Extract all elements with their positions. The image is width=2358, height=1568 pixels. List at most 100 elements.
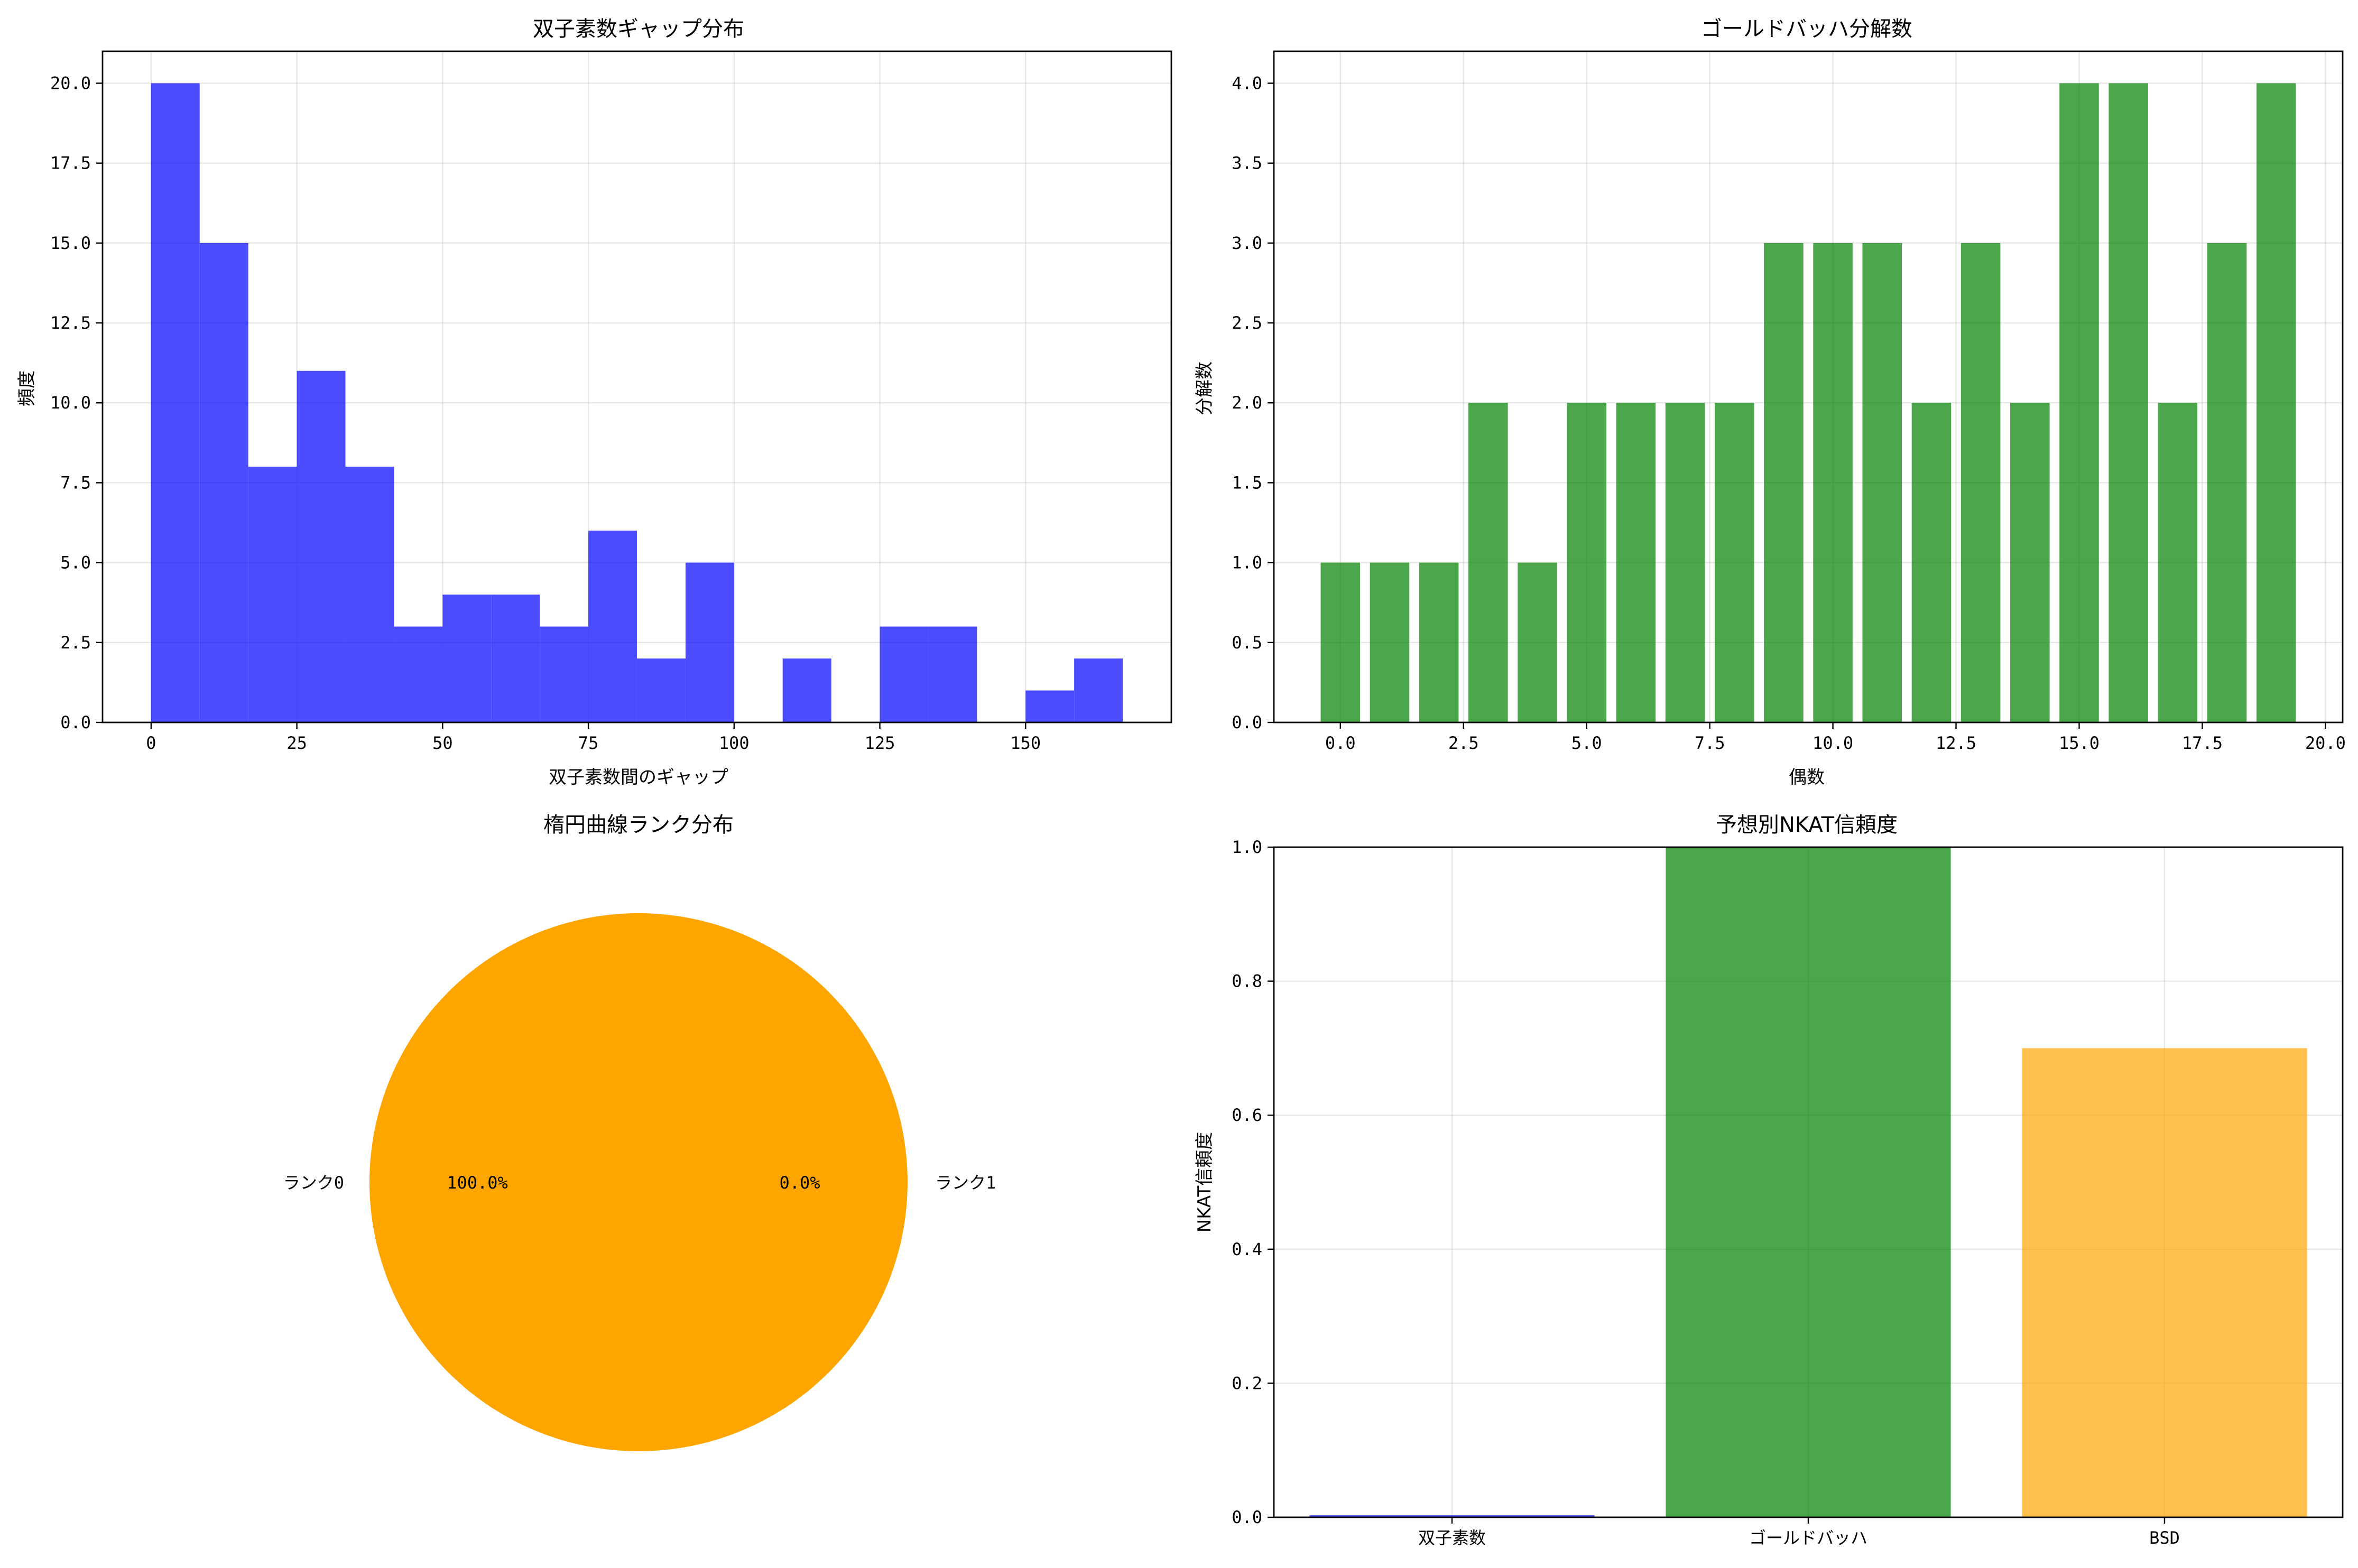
pie-pct-rank0: 100.0% xyxy=(447,1173,508,1193)
y-tick-label: 3.5 xyxy=(1232,153,1262,173)
y-tick-label: 1.0 xyxy=(1232,553,1262,573)
pie-label-rank1: ランク1 xyxy=(935,1173,996,1193)
goldbach-bar xyxy=(2109,83,2148,722)
x-tick-label: 150 xyxy=(1010,733,1041,753)
y-tick-label: 3.0 xyxy=(1232,233,1262,253)
goldbach-bar-chart: ゴールドバッハ分解数 偶数 分解数 0.0 2.5 5.0 7.5 10.0 12.5 15… xyxy=(1194,17,2346,788)
goldbach-bar xyxy=(2010,403,2050,722)
histogram-bar xyxy=(928,626,977,722)
x-tick-label: 15.0 xyxy=(2059,733,2100,753)
y-tick-label: 0.8 xyxy=(1232,971,1262,991)
x-tick-label: 0.0 xyxy=(1325,733,1356,753)
confidence-bar xyxy=(1666,847,1951,1517)
histogram-bar xyxy=(588,531,637,722)
x-tick-label: ゴールドバッハ xyxy=(1749,1528,1867,1548)
x-tick-label: 5.0 xyxy=(1571,733,1602,753)
goldbach-bar xyxy=(1911,403,1952,722)
plot-frame xyxy=(1273,846,2344,1518)
x-axis-label: 双子素数間のギャップ xyxy=(549,767,728,788)
chart-title: ゴールドバッハ分解数 xyxy=(1701,17,1912,41)
confidence-bar xyxy=(2022,1048,2307,1517)
goldbach-bar xyxy=(2158,403,2198,722)
histogram-bar xyxy=(345,467,394,722)
histogram-bar xyxy=(636,658,686,722)
elliptic-curve-rank-pie: 楕円曲線ランク分布 ランク0 ランク1 100.0% 0.0% xyxy=(283,813,996,1451)
chart-title: 予想別NKAT信頼度 xyxy=(1716,813,1898,837)
histogram-bar xyxy=(540,626,589,722)
y-tick-label: 2.5 xyxy=(60,633,91,653)
plot-frame xyxy=(101,50,1172,723)
y-tick-label: 4.0 xyxy=(1232,73,1262,93)
histogram-bar xyxy=(1074,658,1123,722)
goldbach-bar xyxy=(1419,562,1459,722)
histogram-bar xyxy=(880,626,929,722)
histogram-bar xyxy=(297,370,346,722)
pie-pct-rank1: 0.0% xyxy=(779,1173,820,1193)
y-tick-label: 2.0 xyxy=(1232,393,1262,413)
x-tick-label: 75 xyxy=(578,733,599,753)
y-tick-label: 0.0 xyxy=(1232,1507,1262,1527)
histogram-bar xyxy=(491,595,540,722)
y-tick-label: 0.0 xyxy=(1232,712,1262,732)
x-tick-label: 10.0 xyxy=(1813,733,1853,753)
y-tick-label: 0.4 xyxy=(1232,1239,1262,1259)
goldbach-bar xyxy=(1320,562,1361,722)
y-axis-label: NKAT信頼度 xyxy=(1194,1132,1215,1233)
y-tick-label: 17.5 xyxy=(50,153,91,173)
y-tick-label: 5.0 xyxy=(60,553,91,573)
y-tick-label: 12.5 xyxy=(50,313,91,333)
goldbach-bar xyxy=(1518,562,1557,722)
y-axis-label: 頻度 xyxy=(16,370,38,406)
x-tick-label: 17.5 xyxy=(2182,733,2223,753)
nkat-confidence-bar-chart: 予想別NKAT信頼度 NKAT信頼度 双子素数 ゴールドバッハ BSD 0.0 0.2 0… xyxy=(1194,813,2344,1548)
y-tick-label: 2.5 xyxy=(1232,313,1262,333)
x-tick-label: 125 xyxy=(865,733,895,753)
y-tick-label: 7.5 xyxy=(60,472,91,493)
histogram-bar xyxy=(442,595,492,722)
goldbach-bar xyxy=(1616,403,1656,722)
x-tick-label: 25 xyxy=(286,733,307,753)
pie-slice-rank0 xyxy=(369,913,908,1451)
histogram-bar xyxy=(199,243,248,722)
y-tick-label: 0.0 xyxy=(60,712,91,732)
y-tick-label: 0.2 xyxy=(1232,1373,1262,1393)
x-tick-label: 20.0 xyxy=(2305,733,2346,753)
y-tick-label: 1.5 xyxy=(1232,472,1262,493)
y-axis-label: 分解数 xyxy=(1194,361,1215,415)
plot-frame xyxy=(1273,50,2344,723)
goldbach-bar xyxy=(1468,403,1508,722)
y-tick-label: 0.6 xyxy=(1232,1105,1262,1125)
histogram-bar xyxy=(394,626,443,722)
y-tick-label: 1.0 xyxy=(1232,837,1262,857)
goldbach-bar xyxy=(1813,243,1853,722)
x-tick-label: 12.5 xyxy=(1936,733,1976,753)
goldbach-bar xyxy=(1714,403,1754,722)
goldbach-bar xyxy=(1764,243,1804,722)
goldbach-bar xyxy=(1567,403,1606,722)
x-axis-label: 偶数 xyxy=(1789,767,1825,788)
histogram-bar xyxy=(685,562,734,722)
goldbach-bar xyxy=(1862,243,1902,722)
x-tick-label: 50 xyxy=(432,733,453,753)
x-tick-label: 100 xyxy=(719,733,750,753)
twin-prime-gap-histogram: 双子素数ギャップ分布 双子素数間のギャップ 頻度 0 25 50 75 100 125 15… xyxy=(16,17,1172,788)
y-tick-label: 10.0 xyxy=(50,393,91,413)
x-tick-label: 7.5 xyxy=(1695,733,1725,753)
histogram-bar xyxy=(151,83,200,722)
confidence-bar xyxy=(1309,1515,1595,1517)
pie-label-rank0: ランク0 xyxy=(283,1173,344,1193)
goldbach-bar xyxy=(2207,243,2247,722)
goldbach-bar xyxy=(2059,83,2099,722)
chart-title: 双子素数ギャップ分布 xyxy=(533,17,744,41)
y-tick-label: 0.5 xyxy=(1232,633,1262,653)
goldbach-bar xyxy=(1665,403,1705,722)
goldbach-bar xyxy=(1961,243,2001,722)
y-tick-label: 15.0 xyxy=(50,233,91,253)
x-tick-label: 双子素数 xyxy=(1418,1528,1486,1548)
histogram-bar xyxy=(1025,690,1075,722)
x-tick-label: 0 xyxy=(146,733,156,753)
x-tick-label: BSD xyxy=(2149,1528,2180,1548)
histogram-bar xyxy=(248,467,297,722)
goldbach-bar xyxy=(2256,83,2296,722)
goldbach-bar xyxy=(1370,562,1410,722)
